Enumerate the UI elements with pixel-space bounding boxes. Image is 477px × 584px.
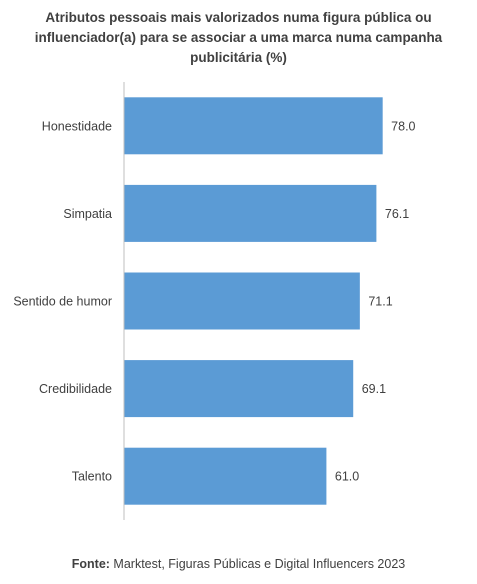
category-label-4: Talento <box>72 470 112 484</box>
category-label-1: Simpatia <box>63 207 112 221</box>
category-label-3: Credibilidade <box>39 382 112 396</box>
source-note: Fonte: Marktest, Figuras Públicas e Digi… <box>0 557 477 571</box>
value-label-0: 78.0 <box>391 119 415 133</box>
chart-title: Atributos pessoais mais valorizados numa… <box>34 10 443 65</box>
value-label-1: 76.1 <box>385 207 409 221</box>
bar-0 <box>124 97 383 155</box>
category-label-2: Sentido de humor <box>13 295 112 309</box>
source-text: Marktest, Figuras Públicas e Digital Inf… <box>109 557 406 571</box>
source-label: Fonte: <box>71 557 110 571</box>
value-label-3: 69.1 <box>362 382 386 396</box>
bar-1 <box>124 184 377 242</box>
value-label-4: 61.0 <box>335 470 359 484</box>
category-label-0: Honestidade <box>42 119 112 133</box>
value-label-2: 71.1 <box>368 295 392 309</box>
bar-4 <box>124 447 327 505</box>
bar-2 <box>124 272 360 330</box>
bar-3 <box>124 360 354 418</box>
